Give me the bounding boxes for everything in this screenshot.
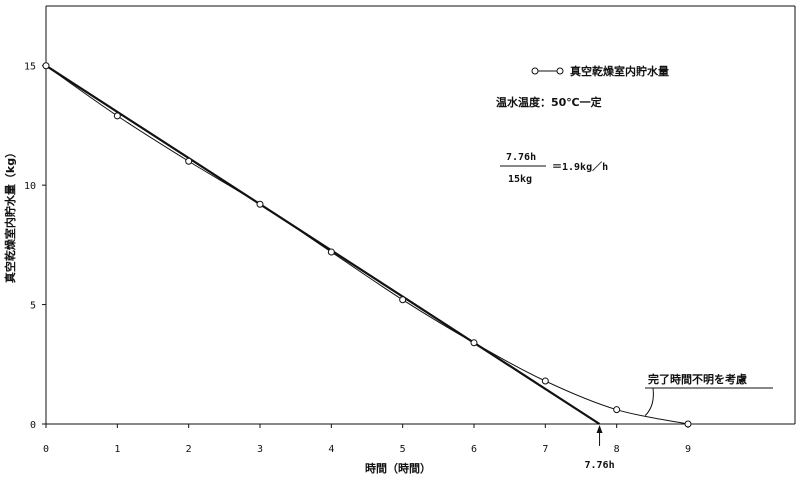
y-tick-label: 10 <box>24 181 36 192</box>
x-tick-label: 3 <box>257 444 263 455</box>
x-tick-label: 9 <box>685 444 691 455</box>
x-tick-label: 7 <box>542 444 548 455</box>
data-point <box>327 248 335 256</box>
note-leader <box>644 387 654 416</box>
x-tick-label: 1 <box>114 444 120 455</box>
legend-marker-right <box>556 67 564 75</box>
note-text: 完了時間不明を考慮 <box>648 372 747 386</box>
note-annotation: 完了時間不明を考慮 <box>644 372 773 416</box>
x-tick-label: 4 <box>328 444 334 455</box>
rate-numerator: 7.76h <box>506 152 536 163</box>
data-point <box>399 296 407 304</box>
data-point <box>470 339 478 347</box>
y-tick-label: 0 <box>30 420 36 431</box>
end-arrow-head <box>596 425 603 433</box>
y-ticks: 0 5 10 15 <box>24 62 46 431</box>
end-label: 7.76h <box>584 460 614 471</box>
legend-marker-left <box>531 67 539 75</box>
x-ticks: 0 1 2 3 4 5 6 7 8 9 <box>43 424 691 455</box>
data-point <box>684 420 692 428</box>
legend-label: 真空乾燥室内貯水量 <box>570 64 669 78</box>
y-tick-label: 15 <box>24 62 36 73</box>
x-tick-label: 6 <box>471 444 477 455</box>
condition-annotation: 温水温度：50℃一定 <box>496 95 602 109</box>
linear-fit-line <box>45 64 601 425</box>
legend: 真空乾燥室内貯水量 <box>531 64 669 78</box>
x-axis-title: 時間（時間） <box>365 461 431 475</box>
rate-formula: 7.76h 15kg ＝1.9kg／h <box>500 152 608 185</box>
y-tick-label: 5 <box>30 301 36 312</box>
data-point <box>541 377 549 385</box>
x-tick-label: 8 <box>614 444 620 455</box>
x-tick-label: 5 <box>400 444 406 455</box>
end-marker: 7.76h <box>584 425 615 471</box>
data-point <box>42 62 50 70</box>
series-layer <box>42 62 692 428</box>
rate-result: ＝1.9kg／h <box>552 160 608 173</box>
data-point <box>613 406 621 414</box>
rate-denominator: 15kg <box>508 174 532 185</box>
y-axis-title: 真空乾燥室内貯水量（kg） <box>3 147 17 283</box>
x-tick-label: 2 <box>186 444 192 455</box>
series-curve <box>45 65 689 425</box>
axes <box>45 5 796 425</box>
data-point <box>185 157 193 165</box>
x-tick-label: 0 <box>43 444 49 455</box>
data-point <box>256 200 264 208</box>
data-point <box>113 112 121 120</box>
